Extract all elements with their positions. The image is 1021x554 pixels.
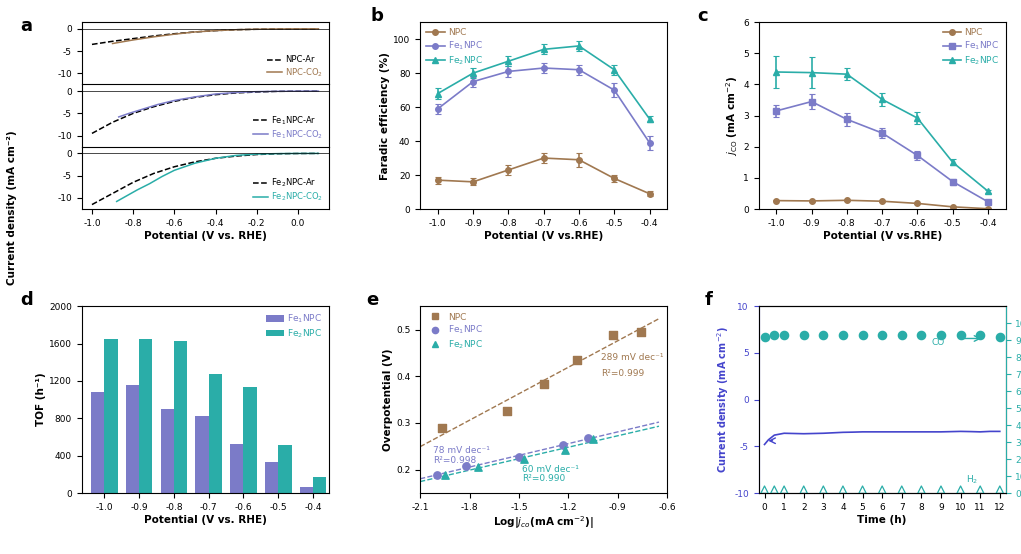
Text: 289 mV dec⁻¹: 289 mV dec⁻¹ xyxy=(601,353,664,362)
Text: H$_2$: H$_2$ xyxy=(967,473,979,485)
Point xyxy=(855,331,871,340)
Text: R²=0.998: R²=0.998 xyxy=(433,456,477,465)
Point xyxy=(855,485,871,494)
Point xyxy=(874,331,890,340)
Point xyxy=(874,485,890,494)
Bar xyxy=(231,444,243,493)
Text: R²=0.999: R²=0.999 xyxy=(601,370,644,378)
Point xyxy=(604,331,621,340)
Text: 78 mV dec⁻¹: 78 mV dec⁻¹ xyxy=(433,447,490,455)
Point xyxy=(953,485,969,494)
Point xyxy=(499,407,516,416)
Text: e: e xyxy=(366,291,378,309)
Point xyxy=(510,452,527,461)
Bar xyxy=(313,476,327,493)
Y-axis label: Faradic efficiency (%): Faradic efficiency (%) xyxy=(381,52,390,179)
Point xyxy=(470,463,486,472)
Text: 60 mV dec⁻¹: 60 mV dec⁻¹ xyxy=(523,465,579,474)
Y-axis label: TOF (h⁻¹): TOF (h⁻¹) xyxy=(36,373,46,427)
Point xyxy=(433,424,449,433)
Point xyxy=(913,331,929,340)
Legend: Fe$_1$NPC, Fe$_2$NPC: Fe$_1$NPC, Fe$_2$NPC xyxy=(263,311,325,342)
Point xyxy=(953,331,969,340)
Point xyxy=(972,331,988,340)
Bar xyxy=(126,384,139,493)
Y-axis label: Overpotential (V): Overpotential (V) xyxy=(383,348,393,451)
Point xyxy=(991,485,1008,494)
Point xyxy=(555,441,572,450)
Legend: NPC, Fe$_1$NPC, Fe$_2$NPC: NPC, Fe$_1$NPC, Fe$_2$NPC xyxy=(425,311,485,353)
Y-axis label: $\it{j}$$_{\mathrm{CO}}$ (mA cm$^{-2}$): $\it{j}$$_{\mathrm{CO}}$ (mA cm$^{-2}$) xyxy=(725,75,740,156)
Point xyxy=(516,455,532,464)
Point xyxy=(972,485,988,494)
Bar xyxy=(174,341,187,493)
Point xyxy=(766,485,782,494)
Point xyxy=(991,332,1008,341)
Text: R²=0.990: R²=0.990 xyxy=(523,474,566,484)
Point xyxy=(795,331,812,340)
X-axis label: Potential (V vs. RHE): Potential (V vs. RHE) xyxy=(144,230,266,240)
Point xyxy=(569,356,585,365)
Text: a: a xyxy=(20,17,32,35)
Point xyxy=(913,485,929,494)
Bar xyxy=(265,462,279,493)
Legend: NPC-Ar, NPC-CO$_2$: NPC-Ar, NPC-CO$_2$ xyxy=(265,54,325,80)
Bar xyxy=(104,339,117,493)
Bar xyxy=(139,339,152,493)
X-axis label: Potential (V vs. RHE): Potential (V vs. RHE) xyxy=(144,515,266,525)
Point xyxy=(815,485,831,494)
Bar xyxy=(243,387,256,493)
Point xyxy=(585,435,601,444)
Y-axis label: Current density (mA cm$^{-2}$): Current density (mA cm$^{-2}$) xyxy=(716,326,731,473)
Point xyxy=(633,327,649,336)
Point xyxy=(835,485,852,494)
Legend: NPC, Fe$_1$NPC, Fe$_2$NPC: NPC, Fe$_1$NPC, Fe$_2$NPC xyxy=(941,27,1002,69)
Bar xyxy=(300,487,313,493)
Point xyxy=(835,331,852,340)
Legend: Fe$_1$NPC-Ar, Fe$_1$NPC-CO$_2$: Fe$_1$NPC-Ar, Fe$_1$NPC-CO$_2$ xyxy=(251,112,325,142)
Point xyxy=(757,332,773,341)
Legend: Fe$_2$NPC-Ar, Fe$_2$NPC-CO$_2$: Fe$_2$NPC-Ar, Fe$_2$NPC-CO$_2$ xyxy=(251,175,325,205)
Text: b: b xyxy=(371,7,384,25)
Bar xyxy=(195,417,208,493)
Text: f: f xyxy=(704,291,712,309)
X-axis label: Time (h): Time (h) xyxy=(858,515,907,525)
X-axis label: Log|$\it{j}_{co}$(mA cm$^{-2}$)|: Log|$\it{j}_{co}$(mA cm$^{-2}$)| xyxy=(493,515,594,531)
Bar xyxy=(279,445,292,493)
Point xyxy=(776,331,792,340)
Point xyxy=(795,485,812,494)
Text: Current density (mA cm⁻²): Current density (mA cm⁻²) xyxy=(7,130,17,285)
Text: CO: CO xyxy=(931,338,944,347)
Point xyxy=(437,471,453,480)
Point xyxy=(766,331,782,340)
Point xyxy=(893,485,910,494)
Point xyxy=(535,380,551,389)
Legend: NPC, Fe$_1$NPC, Fe$_2$NPC: NPC, Fe$_1$NPC, Fe$_2$NPC xyxy=(425,27,485,69)
Point xyxy=(458,462,475,471)
Point xyxy=(580,433,596,442)
Bar xyxy=(91,392,104,493)
Bar xyxy=(160,409,174,493)
Point xyxy=(556,445,573,454)
Point xyxy=(815,331,831,340)
Point xyxy=(776,485,792,494)
Point xyxy=(429,471,445,480)
Text: d: d xyxy=(20,291,33,309)
X-axis label: Potential (V vs.RHE): Potential (V vs.RHE) xyxy=(823,230,941,240)
Point xyxy=(933,485,950,494)
X-axis label: Potential (V vs.RHE): Potential (V vs.RHE) xyxy=(484,230,603,240)
Point xyxy=(893,331,910,340)
Point xyxy=(933,331,950,340)
Bar xyxy=(208,375,222,493)
Point xyxy=(757,485,773,494)
Text: c: c xyxy=(697,7,708,25)
